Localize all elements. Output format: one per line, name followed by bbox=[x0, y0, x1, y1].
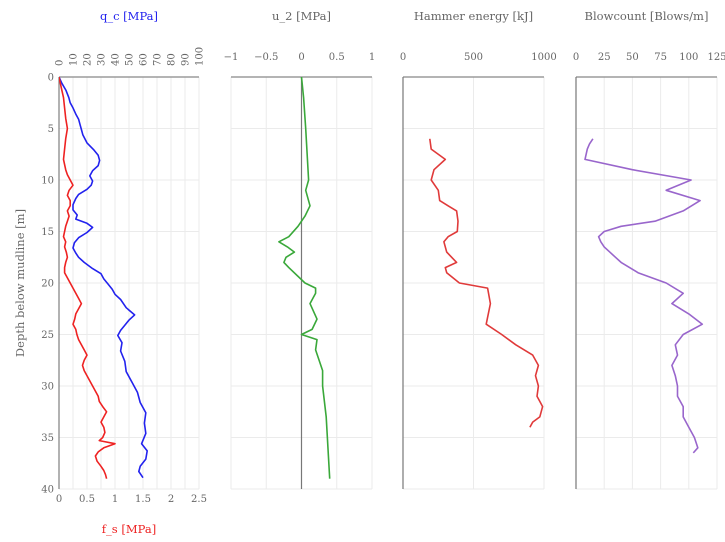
panel-qc-fs-yticks: 0 5 10 15 20 25 30 35 40 bbox=[41, 73, 54, 496]
x-tick-label: 50 bbox=[125, 53, 136, 66]
panel-qc-fs-grid bbox=[58, 77, 200, 490]
x-tick-label: 0 bbox=[55, 60, 66, 66]
x-tick-label: 0 bbox=[298, 52, 304, 63]
x-tick-label: 500 bbox=[464, 52, 483, 63]
panel-u2: −1 −0.5 0 0.5 1 u_2 [MPa] bbox=[224, 9, 376, 490]
x-tick-label: 1000 bbox=[531, 52, 556, 63]
panel-blowcount-series bbox=[584, 138, 704, 454]
u2-series-line bbox=[278, 77, 331, 479]
x-tick-label: 0 bbox=[573, 52, 579, 63]
blowcount-axis-title: Blowcount [Blows/m] bbox=[585, 9, 709, 23]
x-tick-label: 75 bbox=[654, 52, 667, 63]
panel-hammer-energy-series bbox=[429, 138, 544, 428]
depth-tick-label: 25 bbox=[41, 330, 54, 341]
depth-tick-label: 10 bbox=[41, 176, 54, 187]
x-tick-label: 20 bbox=[83, 53, 94, 66]
x-tick-label: 60 bbox=[139, 53, 150, 66]
x-tick-label: 40 bbox=[111, 53, 122, 66]
x-tick-label: 10 bbox=[69, 53, 80, 66]
panel-hammer-energy: 0 500 1000 Hammer energy [kJ] bbox=[400, 9, 557, 490]
hammer-energy-axis-title: Hammer energy [kJ] bbox=[414, 9, 533, 23]
x-tick-label: 25 bbox=[598, 52, 611, 63]
fs-series-line bbox=[59, 77, 116, 479]
panel-qc-fs-top-ticks: 0 10 20 30 40 50 60 70 80 90 100 bbox=[55, 47, 206, 66]
depth-axis-title: Depth below mudline [m] bbox=[13, 209, 27, 357]
depth-tick-label: 15 bbox=[41, 227, 54, 238]
depth-tick-label: 0 bbox=[48, 73, 54, 84]
x-tick-label: 90 bbox=[181, 53, 192, 66]
x-tick-label: 0 bbox=[56, 494, 62, 505]
x-tick-label: 1.5 bbox=[135, 494, 151, 505]
x-tick-label: 0 bbox=[400, 52, 406, 63]
x-tick-label: 80 bbox=[167, 53, 178, 66]
x-tick-label: 50 bbox=[626, 52, 639, 63]
depth-tick-label: 5 bbox=[48, 124, 54, 135]
fs-axis-title: f_s [MPa] bbox=[102, 522, 156, 536]
blowcount-series-line bbox=[584, 138, 704, 454]
panel-blowcount: 0 25 50 75 100 125 Blowcount [Blows/m] bbox=[573, 9, 725, 490]
panel-qc-fs-series bbox=[59, 77, 148, 479]
depth-tick-label: 40 bbox=[41, 485, 54, 496]
qc-axis-title: q_c [MPa] bbox=[100, 9, 158, 23]
x-tick-label: 0.5 bbox=[329, 52, 345, 63]
panel-qc-fs-bottom-ticks: 0 0.5 1 1.5 2 2.5 bbox=[56, 494, 207, 505]
panel-u2-top-ticks: −1 −0.5 0 0.5 1 bbox=[224, 52, 376, 63]
x-tick-label: 70 bbox=[153, 53, 164, 66]
x-tick-label: −1 bbox=[224, 52, 239, 63]
x-tick-label: 2 bbox=[168, 494, 174, 505]
hammer-energy-series-line bbox=[429, 138, 544, 428]
x-tick-label: 1 bbox=[112, 494, 118, 505]
x-tick-label: 125 bbox=[707, 52, 725, 63]
panel-blowcount-grid bbox=[575, 77, 718, 490]
x-tick-label: 100 bbox=[679, 52, 698, 63]
u2-axis-title: u_2 [MPa] bbox=[272, 9, 331, 23]
x-tick-label: 100 bbox=[195, 47, 206, 66]
panel-u2-series bbox=[278, 77, 331, 479]
x-tick-label: 30 bbox=[97, 53, 108, 66]
depth-tick-label: 35 bbox=[41, 433, 54, 444]
x-tick-label: 1 bbox=[369, 52, 375, 63]
qc-series-line bbox=[59, 77, 148, 479]
panel-hammer-energy-top-ticks: 0 500 1000 bbox=[400, 52, 557, 63]
panel-blowcount-top-ticks: 0 25 50 75 100 125 bbox=[573, 52, 725, 63]
x-tick-label: −0.5 bbox=[254, 52, 278, 63]
panel-hammer-energy-grid bbox=[402, 77, 545, 490]
depth-tick-label: 30 bbox=[41, 382, 54, 393]
x-tick-label: 2.5 bbox=[191, 494, 207, 505]
x-tick-label: 0.5 bbox=[79, 494, 95, 505]
depth-tick-label: 20 bbox=[41, 279, 54, 290]
